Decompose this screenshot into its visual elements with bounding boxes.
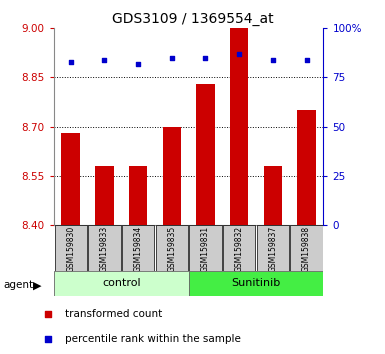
Text: GSM159833: GSM159833 (100, 226, 109, 273)
Bar (156, 225, 188, 271)
Text: GSM159830: GSM159830 (66, 226, 75, 273)
Text: GSM159837: GSM159837 (268, 226, 277, 273)
Text: percentile rank within the sample: percentile rank within the sample (65, 333, 241, 344)
Text: transformed count: transformed count (65, 309, 162, 320)
Bar (257, 225, 289, 271)
Bar (264, 166, 282, 225)
Bar (88, 225, 121, 271)
Text: GSM159834: GSM159834 (134, 226, 142, 273)
Bar (189, 225, 222, 271)
Point (236, 51, 242, 57)
Text: control: control (102, 278, 141, 288)
Text: ▶: ▶ (33, 281, 41, 291)
Text: GSM159838: GSM159838 (302, 226, 311, 272)
Point (203, 55, 209, 61)
Point (101, 57, 107, 63)
Text: Sunitinib: Sunitinib (231, 278, 281, 288)
Bar (95, 166, 114, 225)
Bar (223, 225, 255, 271)
Bar (290, 225, 323, 271)
Point (288, 184, 295, 190)
Point (303, 57, 310, 63)
Point (169, 55, 175, 61)
Text: agent: agent (4, 280, 34, 290)
Text: GSM159832: GSM159832 (235, 226, 244, 272)
Point (270, 57, 276, 63)
Bar (129, 166, 147, 225)
Text: GDS3109 / 1369554_at: GDS3109 / 1369554_at (112, 12, 273, 27)
Bar (62, 133, 80, 225)
Text: GSM159835: GSM159835 (167, 226, 176, 273)
Bar (162, 127, 181, 225)
Bar (122, 225, 154, 271)
Bar (54, 271, 189, 296)
Bar (230, 28, 248, 225)
Point (68, 59, 74, 64)
Point (135, 61, 141, 67)
Text: GSM159831: GSM159831 (201, 226, 210, 272)
Bar (189, 271, 323, 296)
Bar (297, 110, 316, 225)
Bar (55, 225, 87, 271)
Bar (196, 84, 215, 225)
